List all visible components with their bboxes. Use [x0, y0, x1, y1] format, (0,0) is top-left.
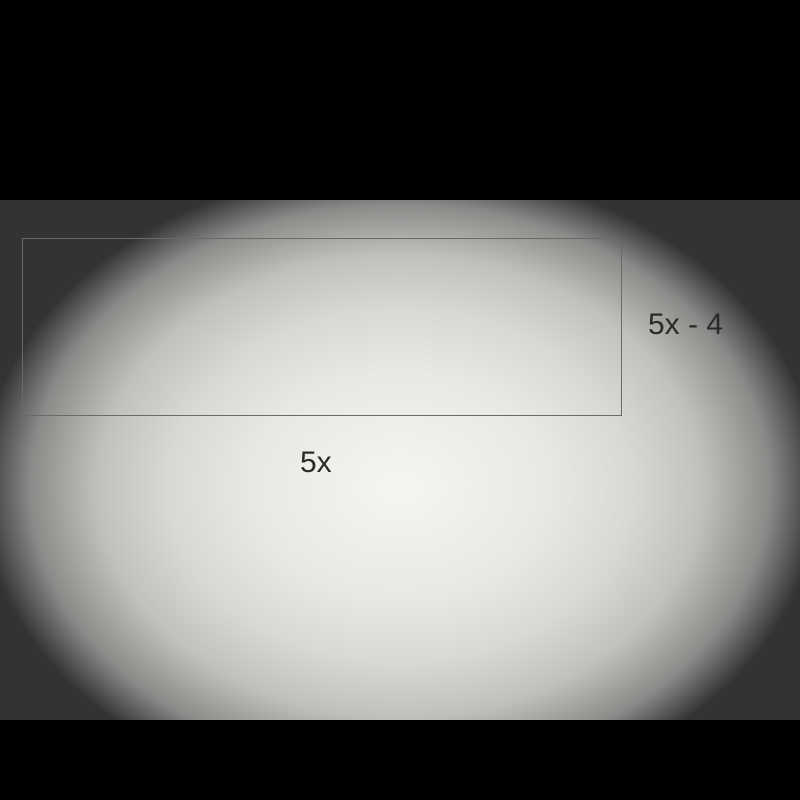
black-band-top: [0, 0, 800, 200]
width-label: 5x: [300, 446, 332, 480]
diagram-area: 5x - 4 5x: [0, 200, 800, 720]
height-label: 5x - 4: [648, 308, 723, 342]
black-band-bottom: [0, 720, 800, 800]
rectangle-shape: [22, 238, 622, 416]
